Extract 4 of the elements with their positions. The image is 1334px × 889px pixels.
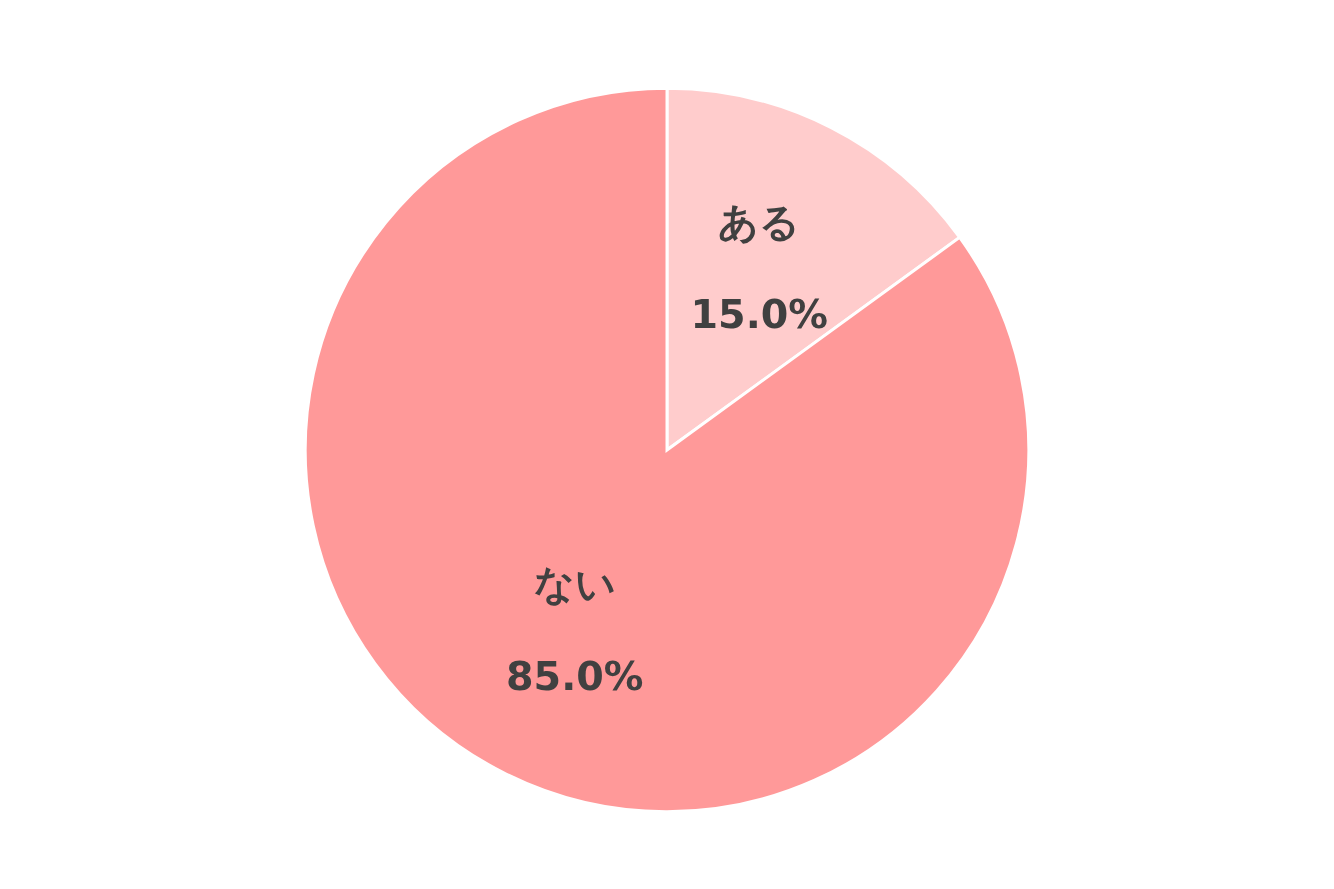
data-label: 85.0% (506, 653, 644, 700)
slice-label: ない (533, 561, 616, 608)
data-label: 15.0% (690, 291, 828, 338)
slice-label: ある (718, 199, 801, 246)
